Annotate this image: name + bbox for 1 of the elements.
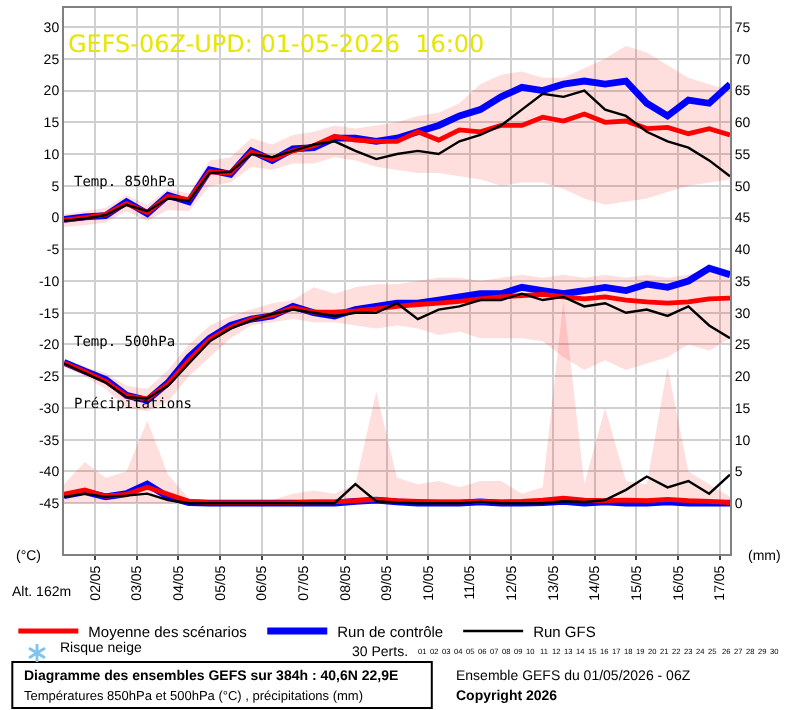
text: GEFS-06Z-UPD: 01-05-2026 16:00	[67, 29, 485, 58]
